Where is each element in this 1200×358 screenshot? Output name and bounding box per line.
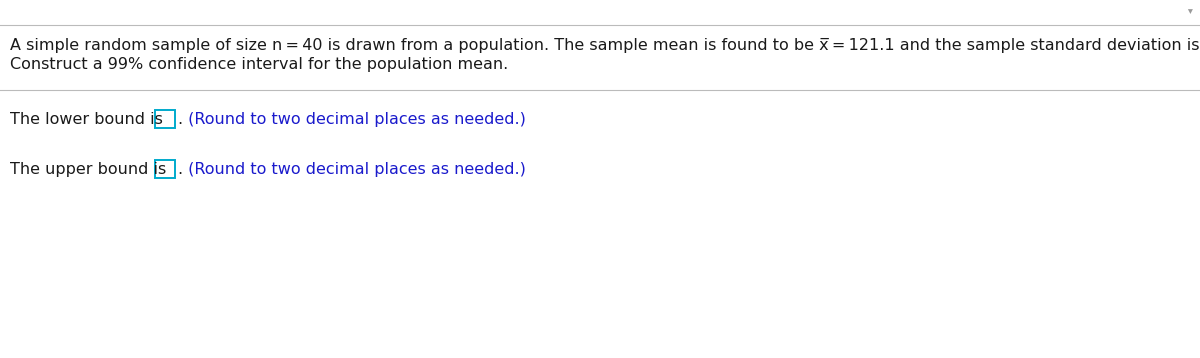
Bar (155, 160, 175, 178)
Text: ◂: ◂ (1186, 8, 1195, 13)
Text: A simple random sample of size n = 40 is drawn from a population. The sample mea: A simple random sample of size n = 40 is… (10, 38, 1200, 53)
Text: Construct a 99% confidence interval for the population mean.: Construct a 99% confidence interval for … (10, 57, 509, 72)
Text: .: . (178, 162, 182, 177)
Text: .: . (178, 112, 182, 127)
Text: (Round to two decimal places as needed.): (Round to two decimal places as needed.) (182, 112, 526, 127)
Text: The upper bound is: The upper bound is (10, 162, 167, 177)
Text: (Round to two decimal places as needed.): (Round to two decimal places as needed.) (182, 162, 526, 177)
Text: The lower bound is: The lower bound is (10, 112, 163, 127)
Bar (155, 110, 175, 128)
